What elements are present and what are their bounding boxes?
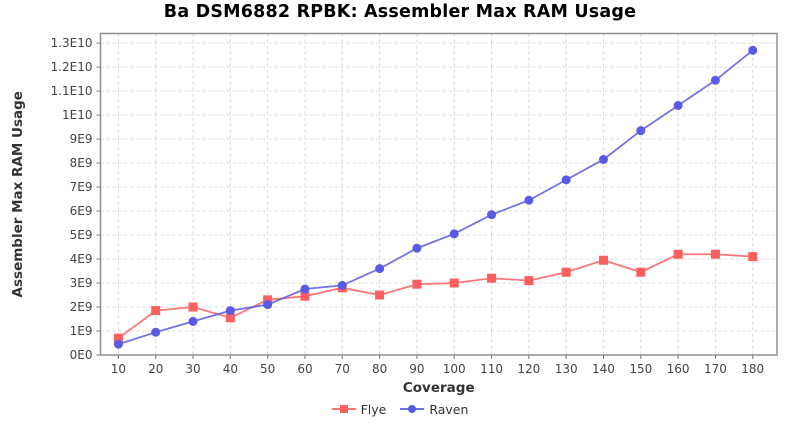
- marker-raven: [188, 316, 198, 326]
- marker-raven: [561, 175, 571, 185]
- y-tick-label: 5E9: [70, 228, 93, 242]
- x-tick-label: 150: [629, 362, 652, 376]
- raven-series-marker-icon: [400, 400, 425, 419]
- legend-item-flye: Flye: [331, 400, 387, 419]
- x-tick-label: 40: [223, 362, 238, 376]
- x-tick-label: 60: [297, 362, 312, 376]
- marker-flye: [487, 273, 497, 283]
- marker-flye: [710, 249, 720, 259]
- marker-raven: [151, 327, 161, 337]
- marker-raven: [300, 284, 310, 294]
- x-tick-label: 10: [111, 362, 126, 376]
- y-tick-label: 9E9: [70, 132, 93, 146]
- marker-flye: [113, 333, 123, 343]
- x-tick-label: 90: [409, 362, 424, 376]
- y-tick-label: 3E9: [70, 276, 93, 290]
- marker-flye: [375, 290, 385, 300]
- plot-border: [99, 32, 778, 356]
- raven-legend-glyph: [400, 404, 425, 413]
- marker-raven: [412, 243, 422, 253]
- legend-item-raven: Raven: [400, 400, 468, 419]
- marker-flye: [449, 278, 459, 288]
- marker-raven: [673, 100, 683, 110]
- y-tick-label: 1.3E10: [51, 36, 93, 50]
- y-tick-label: 8E9: [70, 156, 93, 170]
- x-tick-label: 100: [443, 362, 466, 376]
- marker-flye: [748, 252, 758, 262]
- legend-label-raven: Raven: [429, 401, 469, 417]
- y-tick-label: 6E9: [70, 204, 93, 218]
- y-tick-label: 7E9: [70, 180, 93, 194]
- marker-flye: [412, 279, 422, 289]
- x-tick-label: 140: [592, 362, 615, 376]
- flye-legend-glyph: [331, 404, 356, 413]
- y-tick-label: 1.1E10: [51, 84, 93, 98]
- chart-title: Ba DSM6882 RPBK: Assembler Max RAM Usage: [163, 2, 637, 22]
- series-line-flye: [117, 253, 753, 339]
- y-tick-label: 2E9: [70, 300, 93, 314]
- y-tick-label: 1.2E10: [51, 60, 93, 74]
- x-tick-label: 160: [667, 362, 690, 376]
- legend: Flye Raven: [0, 398, 800, 420]
- legend-label-flye: Flye: [360, 401, 387, 417]
- x-tick-label: 20: [148, 362, 163, 376]
- marker-raven: [524, 195, 534, 205]
- marker-raven: [487, 210, 497, 220]
- marker-raven: [598, 154, 608, 164]
- y-tick-label: 4E9: [70, 252, 93, 266]
- marker-flye: [561, 267, 571, 277]
- x-tick-label: 180: [741, 362, 764, 376]
- marker-raven: [375, 264, 385, 274]
- marker-raven: [636, 126, 646, 136]
- marker-raven: [710, 75, 720, 85]
- plot-area: 0E0 1E9 2E9 3E9 4E9 5E9 6E9 7E9 8E9 9E9 1E10 1.1E10…: [10, 32, 778, 396]
- series-line-raven: [118, 49, 754, 346]
- marker-flye: [524, 276, 534, 286]
- x-tick-label: 170: [704, 362, 727, 376]
- marker-raven: [263, 300, 273, 310]
- marker-flye: [300, 291, 310, 301]
- y-axis-title: Assembler Max RAM Usage: [10, 91, 26, 297]
- marker-flye: [673, 249, 683, 259]
- marker-raven: [748, 45, 758, 55]
- marker-raven: [449, 229, 459, 239]
- y-tick-label: 1E10: [62, 108, 93, 122]
- marker-flye: [225, 313, 235, 323]
- y-tick-label: 1E9: [70, 324, 93, 338]
- x-tick-label: 130: [555, 362, 578, 376]
- flye-series-marker-icon: [331, 400, 356, 419]
- x-tick-label: 50: [260, 362, 275, 376]
- marker-raven: [113, 339, 123, 349]
- marker-flye: [636, 267, 646, 277]
- x-tick-label: 110: [480, 362, 503, 376]
- x-tick-label: 120: [517, 362, 540, 376]
- marker-flye: [598, 255, 608, 265]
- x-tick-label: 30: [185, 362, 200, 376]
- marker-raven: [225, 306, 235, 316]
- marker-flye: [188, 302, 198, 312]
- marker-raven: [337, 280, 347, 290]
- marker-flye: [151, 306, 161, 316]
- marker-flye: [263, 295, 273, 305]
- x-tick-label: 80: [372, 362, 387, 376]
- x-tick-label: 70: [335, 362, 350, 376]
- y-tick-label: 0E0: [70, 348, 93, 362]
- x-axis-title: Coverage: [403, 380, 475, 396]
